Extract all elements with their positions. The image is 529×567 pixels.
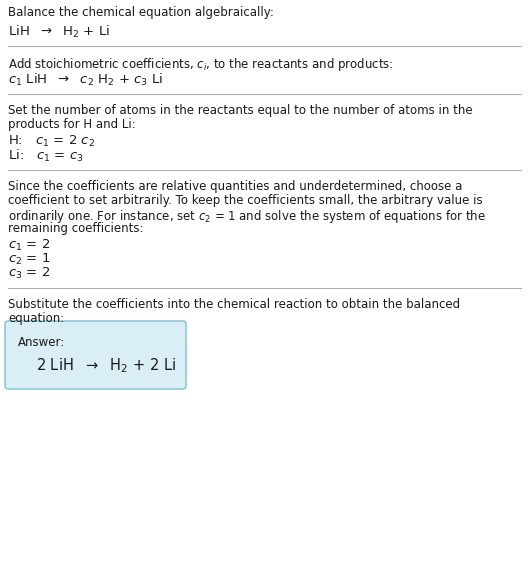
Text: Li:   $c_1$ = $c_3$: Li: $c_1$ = $c_3$ (8, 148, 84, 164)
Text: equation:: equation: (8, 312, 64, 325)
Text: ordinarily one. For instance, set $c_2$ = 1 and solve the system of equations fo: ordinarily one. For instance, set $c_2$ … (8, 208, 486, 225)
Text: $c_3$ = 2: $c_3$ = 2 (8, 266, 50, 281)
FancyBboxPatch shape (5, 321, 186, 389)
Text: $c_2$ = 1: $c_2$ = 1 (8, 252, 50, 267)
Text: H:   $c_1$ = 2 $c_2$: H: $c_1$ = 2 $c_2$ (8, 134, 95, 149)
Text: coefficient to set arbitrarily. To keep the coefficients small, the arbitrary va: coefficient to set arbitrarily. To keep … (8, 194, 482, 207)
Text: Balance the chemical equation algebraically:: Balance the chemical equation algebraica… (8, 6, 274, 19)
Text: products for H and Li:: products for H and Li: (8, 118, 136, 131)
Text: Since the coefficients are relative quantities and underdetermined, choose a: Since the coefficients are relative quan… (8, 180, 462, 193)
Text: 2 LiH  $\rightarrow$  H$_2$ + 2 Li: 2 LiH $\rightarrow$ H$_2$ + 2 Li (36, 356, 176, 375)
Text: Add stoichiometric coefficients, $c_i$, to the reactants and products:: Add stoichiometric coefficients, $c_i$, … (8, 56, 394, 73)
Text: remaining coefficients:: remaining coefficients: (8, 222, 143, 235)
Text: Set the number of atoms in the reactants equal to the number of atoms in the: Set the number of atoms in the reactants… (8, 104, 472, 117)
Text: Answer:: Answer: (18, 336, 65, 349)
Text: Substitute the coefficients into the chemical reaction to obtain the balanced: Substitute the coefficients into the che… (8, 298, 460, 311)
Text: LiH  $\rightarrow$  H$_2$ + Li: LiH $\rightarrow$ H$_2$ + Li (8, 24, 110, 40)
Text: $c_1$ LiH  $\rightarrow$  $c_2$ H$_2$ + $c_3$ Li: $c_1$ LiH $\rightarrow$ $c_2$ H$_2$ + $c… (8, 72, 163, 88)
Text: $c_1$ = 2: $c_1$ = 2 (8, 238, 50, 253)
